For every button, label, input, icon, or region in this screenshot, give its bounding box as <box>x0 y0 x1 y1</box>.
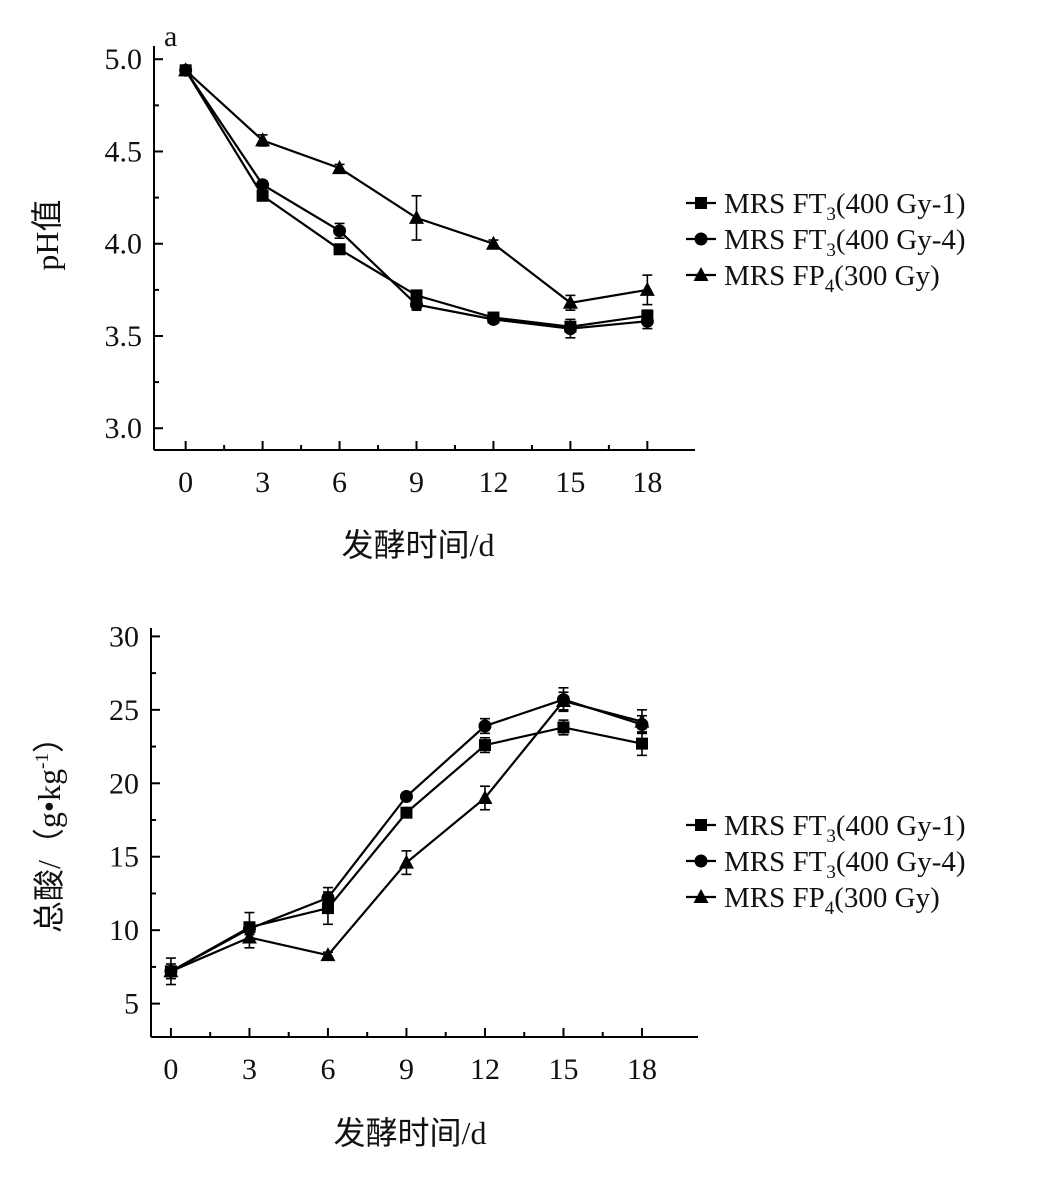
legend: MRS FT3(400 Gy-1)MRS FT3(400 Gy-4)MRS FP… <box>686 810 966 919</box>
data-point <box>256 178 270 192</box>
data-point <box>256 189 269 202</box>
legend-label: MRS FT3(400 Gy-1) <box>724 188 966 225</box>
x-tick-label: 3 <box>242 1053 257 1086</box>
y-axis-title-main: 总酸/（g•kg <box>31 769 67 933</box>
data-point <box>398 854 414 869</box>
y-tick-label: 3.5 <box>105 320 143 353</box>
y-tick-label: 30 <box>109 620 139 653</box>
x-tick-label: 6 <box>320 1053 335 1086</box>
legend-marker <box>694 854 708 868</box>
x-axis-title: 发酵时间/d <box>334 1115 487 1151</box>
x-tick-label: 6 <box>332 466 347 499</box>
legend: MRS FT3(400 Gy-1)MRS FT3(400 Gy-4)MRS FP… <box>686 188 966 297</box>
legend-label: MRS FP4(300 Gy) <box>724 882 940 919</box>
series-triangle <box>163 691 650 978</box>
y-tick-label: 15 <box>109 841 139 874</box>
legend-label: MRS FT3(400 Gy-4) <box>724 846 966 883</box>
legend-marker <box>695 197 707 209</box>
y-axis-title: pH值 <box>29 199 65 270</box>
data-point <box>485 235 501 250</box>
y-tick-label: 5 <box>124 988 139 1021</box>
x-tick-label: 12 <box>478 466 508 499</box>
data-point <box>399 790 413 804</box>
data-point <box>409 209 424 224</box>
total-acid-chart: 5 10 15 20 25 30 0 3 6 9 12 15 18 发酵时间/d 总酸/（g•kg-1）… <box>31 620 966 1151</box>
series-line <box>170 726 643 973</box>
x-tick-label: 18 <box>627 1053 657 1086</box>
y-axis-title-sup: -1 <box>32 753 53 769</box>
ph-chart: a 3.0 3.5 4.0 4.5 5.0 0 3 6 9 12 15 18 发酵时间/d pH值 M… <box>29 20 966 563</box>
data-point <box>255 132 271 147</box>
x-tick-label: 9 <box>399 1053 414 1086</box>
data-point <box>320 947 336 962</box>
legend-marker <box>693 889 709 903</box>
y-tick-label: 25 <box>109 694 139 727</box>
series-triangle <box>178 62 655 311</box>
legend-label: MRS FT3(400 Gy-1) <box>724 810 966 847</box>
x-tick-label: 15 <box>548 1053 578 1086</box>
data-point <box>333 224 347 238</box>
data-point <box>640 314 654 328</box>
x-tick-label: 0 <box>178 466 193 499</box>
data-point <box>178 62 194 77</box>
x-tick-label: 18 <box>632 466 662 499</box>
x-tick-label: 15 <box>555 466 585 499</box>
data-point <box>478 719 492 733</box>
y-axis-title-end: ） <box>31 721 67 753</box>
data-point <box>639 281 655 296</box>
y-tick-label: 4.0 <box>105 228 143 261</box>
data-point <box>557 721 570 734</box>
data-point <box>332 160 348 175</box>
y-axis-title: 总酸/（g•kg-1） <box>31 721 67 933</box>
data-point <box>241 929 257 944</box>
y-tick-label: 20 <box>109 767 139 800</box>
y-tick-label: 4.5 <box>105 135 143 168</box>
legend-marker <box>694 232 708 246</box>
y-tick-label: 3.0 <box>105 412 143 445</box>
data-point <box>486 312 500 326</box>
data-point <box>163 963 179 978</box>
data-point <box>321 891 335 905</box>
x-axis-title: 发酵时间/d <box>342 527 495 563</box>
legend-label: MRS FT3(400 Gy-4) <box>724 224 966 261</box>
data-point <box>634 713 650 728</box>
y-tick-label: 10 <box>109 914 139 947</box>
x-tick-label: 3 <box>255 466 270 499</box>
x-tick-label: 0 <box>163 1053 178 1086</box>
data-point <box>400 806 413 819</box>
series-circle <box>164 687 649 980</box>
x-tick-label: 9 <box>409 466 424 499</box>
panel-label-a: a <box>164 20 177 53</box>
data-point <box>478 739 491 752</box>
series-line <box>184 69 648 304</box>
legend-label: MRS FP4(300 Gy) <box>724 260 940 297</box>
data-point <box>563 322 577 336</box>
data-point <box>333 243 346 256</box>
data-point <box>635 737 648 750</box>
legend-marker <box>693 267 709 281</box>
x-tick-label: 12 <box>470 1053 500 1086</box>
legend-marker <box>695 819 707 831</box>
y-tick-label: 5.0 <box>105 43 143 76</box>
data-point <box>410 298 423 312</box>
data-point <box>562 294 578 309</box>
data-point <box>555 693 571 708</box>
data-point <box>477 789 493 804</box>
